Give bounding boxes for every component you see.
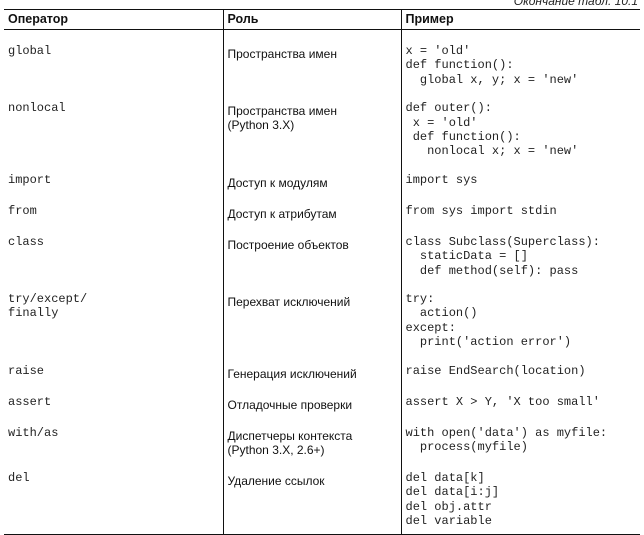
role-cell: Генерация исключений xyxy=(222,361,401,381)
operator-cell: try/except/ finally xyxy=(8,292,88,321)
example-cell: import sys xyxy=(400,170,640,190)
header-row: Оператор Роль Пример xyxy=(4,9,640,30)
role-cell: Пространства имен xyxy=(222,42,401,88)
example-cell: del data[k] del data[i:j] del obj.attr d… xyxy=(400,468,640,535)
role-cell: Перехват исключений xyxy=(222,290,401,350)
table-row: try/except/ finally Перехват исключений … xyxy=(4,290,640,350)
role-cell: Доступ к модулям xyxy=(222,170,401,190)
role-cell: Построение объектов xyxy=(222,232,401,279)
header-operator: Оператор xyxy=(4,9,223,30)
table-row: nonlocal Пространства имен (Python 3.X) … xyxy=(4,99,640,159)
example-cell: with open('data') as myfile: process(myf… xyxy=(400,423,640,457)
example-cell: def outer(): x = 'old' def function(): n… xyxy=(400,99,640,159)
operator-cell: assert xyxy=(8,394,52,409)
role-cell: Пространства имен (Python 3.X) xyxy=(222,99,401,159)
operator-cell: global xyxy=(8,44,52,58)
example-cell: raise EndSearch(location) xyxy=(400,361,640,381)
operator-cell: raise xyxy=(8,363,45,378)
header-role: Роль xyxy=(222,9,401,30)
table-row: del Удаление ссылок del data[k] del data… xyxy=(4,468,640,535)
table-row: class Построение объектов class Subclass… xyxy=(4,232,640,279)
operator-cell: with/as xyxy=(8,425,59,440)
header-example: Пример xyxy=(400,9,640,30)
role-cell: Диспетчеры контекста (Python 3.X, 2.6+) xyxy=(222,423,401,457)
table-row: import Доступ к модулям import sys xyxy=(4,170,640,190)
table-row: with/as Диспетчеры контекста (Python 3.X… xyxy=(4,423,640,457)
example-cell: try: action() except: print('action erro… xyxy=(400,290,640,350)
operator-cell: class xyxy=(8,234,45,249)
example-cell: assert X > Y, 'X too small' xyxy=(400,392,640,412)
table-row: global Пространства имен x = 'old' def f… xyxy=(4,42,640,88)
statements-table: Оператор Роль Пример global Пространства… xyxy=(4,9,640,535)
role-cell: Удаление ссылок xyxy=(222,468,401,535)
table-row: raise Генерация исключений raise EndSear… xyxy=(4,361,640,381)
role-cell: Отладочные проверки xyxy=(222,392,401,412)
example-cell: x = 'old' def function(): global x, y; x… xyxy=(400,42,640,88)
operator-cell: import xyxy=(8,172,52,187)
operator-cell: nonlocal xyxy=(8,101,66,116)
operator-cell: from xyxy=(8,203,37,218)
table-row: assert Отладочные проверки assert X > Y,… xyxy=(4,392,640,412)
example-cell: class Subclass(Superclass): staticData =… xyxy=(400,232,640,279)
example-cell: from sys import stdin xyxy=(400,201,640,221)
table-caption: Окончание табл. 10.1 xyxy=(513,0,638,8)
table-row: from Доступ к атрибутам from sys import … xyxy=(4,201,640,221)
role-cell: Доступ к атрибутам xyxy=(222,201,401,221)
operator-cell: del xyxy=(8,470,30,485)
